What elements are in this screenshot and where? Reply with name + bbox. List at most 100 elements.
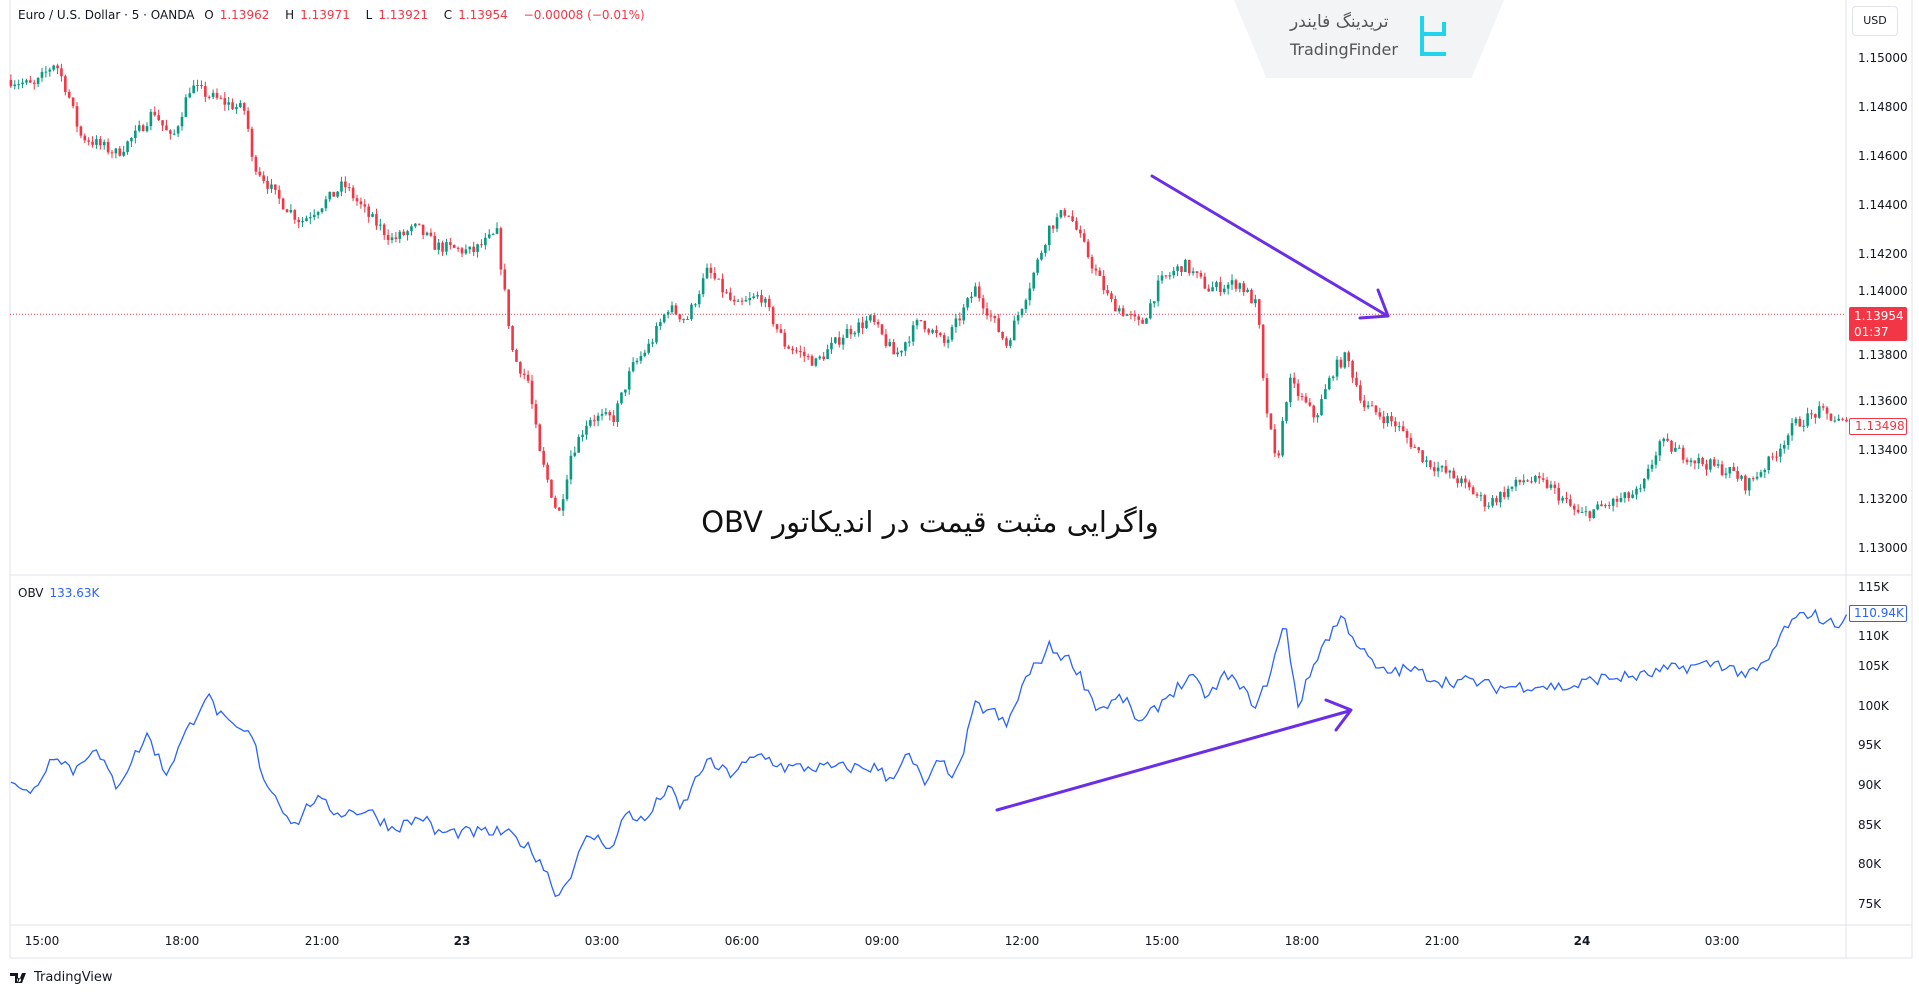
candle-body — [1646, 468, 1650, 479]
candle-body — [1211, 287, 1214, 292]
candle-body — [612, 415, 615, 423]
candle-body — [421, 224, 425, 235]
candle-body — [1199, 273, 1203, 277]
candle-body — [336, 191, 339, 197]
last-price-badge: 1.13498 — [1849, 418, 1907, 435]
candle-body — [682, 319, 685, 321]
candle-body — [729, 292, 732, 300]
candle-body — [853, 332, 857, 335]
candle-body — [1732, 467, 1736, 471]
candle-body — [1386, 416, 1389, 424]
time-tick: 18:00 — [1284, 934, 1320, 948]
candle-body — [417, 223, 421, 225]
candle-body — [530, 380, 534, 405]
candle-body — [662, 314, 666, 323]
candle-body — [1522, 480, 1526, 483]
obv-name[interactable]: OBV — [18, 586, 44, 600]
candle-body — [1005, 338, 1008, 346]
candle-body — [246, 110, 250, 129]
candle-body — [1425, 460, 1428, 462]
candle-body — [1094, 268, 1098, 271]
candle-body — [872, 315, 876, 322]
candle-body — [1347, 352, 1351, 362]
candle-body — [931, 330, 934, 333]
obv-tick: 75K — [1858, 896, 1882, 911]
candle-body — [56, 65, 59, 69]
candle-body — [1114, 298, 1117, 312]
open-value: 1.13962 — [219, 8, 270, 22]
candle-body — [242, 103, 246, 111]
candle-body — [1740, 475, 1743, 479]
candle-body — [1215, 282, 1218, 288]
candle-body — [1611, 498, 1615, 506]
price-tick: 1.13800 — [1858, 348, 1908, 362]
close-value: 1.13954 — [458, 8, 508, 22]
candle-body — [869, 315, 872, 321]
candle-body — [787, 346, 790, 349]
time-tick: 21:00 — [1424, 934, 1460, 948]
candle-body — [274, 184, 277, 190]
candle-body — [1565, 497, 1568, 500]
candle-body — [939, 333, 942, 336]
candle-body — [491, 233, 495, 235]
candle-body — [581, 434, 584, 437]
candle-body — [145, 126, 149, 132]
tradingview-branding[interactable]: TradingView — [10, 970, 113, 985]
candle-body — [666, 312, 670, 315]
low-label: L — [365, 8, 373, 22]
candle-body — [1257, 299, 1261, 325]
candle-body — [1304, 396, 1308, 403]
candle-body — [1261, 324, 1265, 379]
candle-body — [1487, 505, 1491, 507]
candle-body — [915, 320, 919, 326]
candle-body — [1677, 447, 1681, 449]
candle-body — [1448, 470, 1452, 473]
candle-body — [635, 360, 639, 363]
candle-body — [1219, 282, 1222, 293]
candle-body — [1744, 475, 1747, 491]
candle-body — [1775, 456, 1778, 458]
time-tick: 21:00 — [304, 934, 340, 948]
candle-body — [1429, 460, 1432, 468]
candle-body — [1145, 318, 1148, 324]
symbol-legend[interactable]: Euro / U.S. Dollar · 5 · OANDA O 1.13962 … — [18, 8, 651, 22]
candle-body — [880, 324, 884, 335]
candle-body — [834, 337, 837, 343]
candle-body — [1829, 413, 1833, 421]
candle-body — [624, 389, 627, 393]
candle-body — [351, 187, 355, 199]
candle-body — [900, 350, 903, 353]
candle-body — [1394, 421, 1397, 427]
candle-body — [1001, 331, 1004, 339]
price-tick: 1.14800 — [1858, 100, 1908, 114]
currency-button[interactable]: USD — [1852, 6, 1898, 36]
candle-body — [771, 307, 775, 325]
current-price-badge: 1.13954 01:37 — [1849, 307, 1907, 341]
candle-body — [441, 242, 444, 252]
candle-body — [1067, 215, 1070, 217]
candle-body — [1289, 377, 1292, 403]
candle-body — [91, 141, 94, 145]
candle-body — [919, 320, 923, 322]
candle-body — [75, 106, 79, 127]
candle-body — [810, 356, 814, 366]
candle-body — [592, 420, 596, 422]
candle-body — [1020, 308, 1024, 316]
candle-body — [643, 352, 647, 356]
symbol-title[interactable]: Euro / U.S. Dollar · 5 · OANDA — [18, 8, 195, 22]
candle-body — [694, 304, 697, 306]
candle-body — [1071, 216, 1074, 222]
candle-body — [1537, 476, 1541, 479]
candle-body — [1156, 280, 1160, 302]
time-tick: 09:00 — [864, 934, 900, 948]
candle-body — [1495, 498, 1498, 503]
candle-body — [1697, 457, 1701, 464]
candle-body — [515, 350, 518, 362]
obv-legend[interactable]: OBV 133.63K — [18, 586, 99, 600]
candle-body — [802, 351, 806, 357]
candle-body — [1063, 210, 1067, 216]
obv-tick: 95K — [1858, 738, 1882, 753]
candle-body — [32, 82, 36, 84]
candle-body — [309, 217, 312, 219]
